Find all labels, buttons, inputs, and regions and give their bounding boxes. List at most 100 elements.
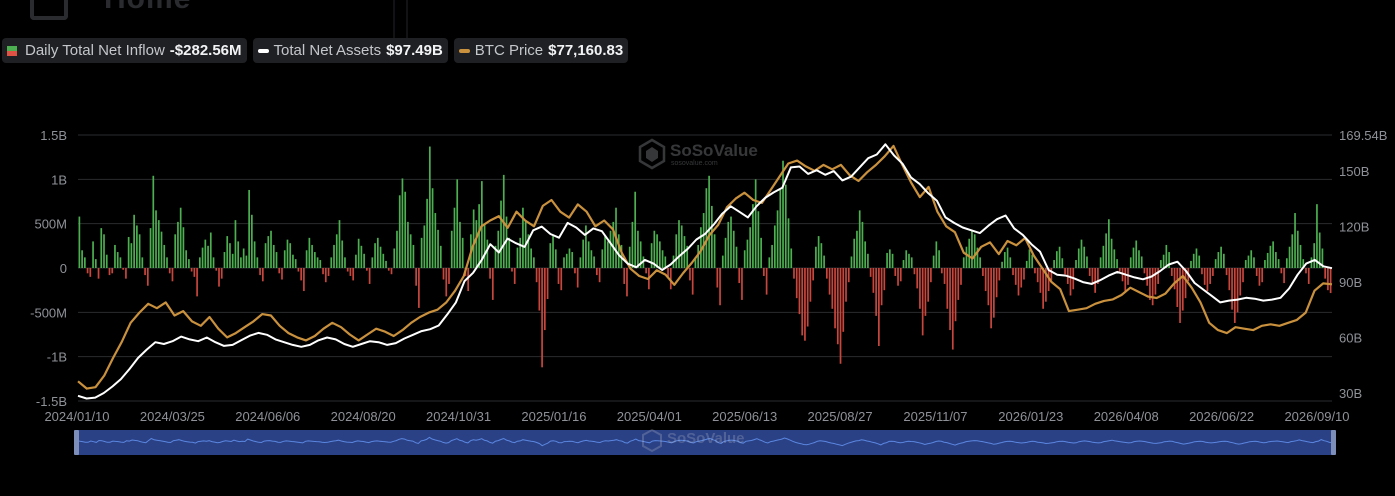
inflow-bar — [1168, 252, 1170, 268]
inflow-bar — [741, 268, 743, 300]
inflow-bar — [508, 237, 511, 268]
inflow-bar — [278, 268, 281, 274]
inflow-bar — [461, 237, 464, 268]
inflow-bar — [883, 268, 886, 291]
inflow-bar — [368, 268, 371, 284]
inflow-bar — [494, 245, 497, 268]
inflow-bar — [371, 257, 374, 268]
inflow-bar — [1291, 234, 1294, 268]
inflow-bar — [94, 259, 97, 268]
inflow-bar — [1025, 260, 1028, 268]
y-right-tick-label: 169.54B — [1339, 128, 1387, 143]
inflow-bar — [240, 257, 242, 268]
legend-item-daily-inflow[interactable]: Daily Total Net Inflow -$282.56M — [2, 38, 247, 63]
inflow-bar — [612, 221, 615, 268]
inflow-bar — [196, 268, 198, 297]
inflow-bar — [412, 244, 415, 268]
inflow-bar — [256, 257, 259, 268]
inflow-bar — [773, 225, 776, 268]
inflow-bar — [89, 268, 92, 277]
inflow-bar — [686, 245, 689, 268]
navigator-series-line — [76, 436, 1336, 447]
inflow-bar — [311, 244, 313, 268]
inflow-bar — [913, 268, 916, 275]
inflow-bar — [856, 230, 858, 268]
inflow-bar — [1020, 268, 1023, 288]
inflow-bar — [174, 234, 177, 268]
inflow-bar — [1118, 268, 1121, 272]
inflow-bar — [489, 268, 491, 279]
inflow-bar — [650, 243, 653, 268]
inflow-bar — [261, 268, 264, 282]
inflow-bar — [1261, 268, 1264, 283]
inflow-bar — [1023, 268, 1025, 280]
inflow-bar — [1214, 259, 1217, 268]
inflow-bar — [549, 243, 552, 268]
inflow-bar — [825, 268, 828, 279]
navigator-left-handle[interactable] — [74, 430, 79, 455]
inflow-bar — [543, 268, 546, 331]
inflow-bar — [1269, 245, 1272, 268]
inflow-bar — [505, 216, 508, 268]
inflow-bar — [292, 254, 294, 268]
inflow-bar — [680, 225, 683, 268]
inflow-bar — [1050, 268, 1053, 281]
inflow-bar — [1086, 256, 1088, 268]
legend-item-net-assets[interactable]: Total Net Assets $97.49B — [252, 38, 448, 63]
inflow-bar — [330, 257, 333, 268]
x-tick-label: 2026/04/08 — [1094, 409, 1159, 424]
inflow-bar — [979, 257, 982, 268]
inflow-bar — [735, 246, 738, 268]
inflow-bar — [858, 210, 861, 268]
inflow-bar — [878, 268, 880, 347]
inflow-bar — [831, 268, 834, 309]
inflow-bar — [229, 243, 231, 268]
inflow-bar — [84, 257, 86, 268]
inflow-bar — [171, 268, 174, 282]
inflow-bar — [157, 220, 160, 268]
inflow-bar — [114, 244, 116, 268]
inflow-bar — [1091, 268, 1094, 285]
inflow-bar — [719, 268, 721, 306]
inflow-bar — [987, 268, 990, 306]
inflow-bar — [861, 221, 864, 268]
inflow-bar — [1305, 268, 1307, 274]
inflow-bar — [188, 259, 190, 268]
x-tick-label: 2026/01/23 — [998, 409, 1063, 424]
inflow-bar — [379, 246, 382, 268]
inflow-bar — [700, 227, 702, 268]
inflow-bar — [445, 268, 448, 297]
inflow-bar — [437, 229, 439, 268]
inflow-bar — [297, 268, 300, 272]
inflow-bar — [626, 268, 628, 297]
inflow-bar — [160, 231, 163, 268]
inflow-bar — [732, 230, 735, 268]
range-navigator[interactable]: SoSoValue — [74, 428, 1336, 455]
background-divider — [393, 0, 395, 38]
inflow-bar — [795, 268, 798, 299]
net-assets-line — [77, 143, 1333, 400]
navigator-right-handle[interactable] — [1331, 430, 1336, 455]
inflow-bar — [836, 268, 839, 345]
inflow-bar — [253, 241, 256, 268]
inflow-bar — [1143, 268, 1146, 274]
inflow-bar — [576, 268, 579, 288]
inflow-bar — [127, 236, 130, 268]
inflow-bar — [519, 237, 522, 268]
inflow-bar — [382, 253, 385, 268]
navigator-watermark: SoSoValue — [642, 428, 745, 453]
inflow-bar — [571, 252, 574, 268]
inflow-bar — [902, 260, 905, 268]
inflow-bar — [86, 268, 89, 274]
inflow-bar — [478, 204, 480, 268]
inflow-bar — [1313, 243, 1316, 268]
line-legend-icon — [257, 48, 269, 53]
inflow-bar — [998, 268, 1001, 281]
inflow-bar — [352, 268, 355, 281]
legend-item-btc-price[interactable]: BTC Price $77,160.83 — [453, 38, 629, 63]
inflow-bar — [166, 257, 168, 268]
inflow-bar — [1233, 268, 1236, 323]
line-legend-icon — [458, 48, 470, 53]
inflow-bar — [834, 268, 836, 329]
inflow-bar — [554, 249, 557, 268]
